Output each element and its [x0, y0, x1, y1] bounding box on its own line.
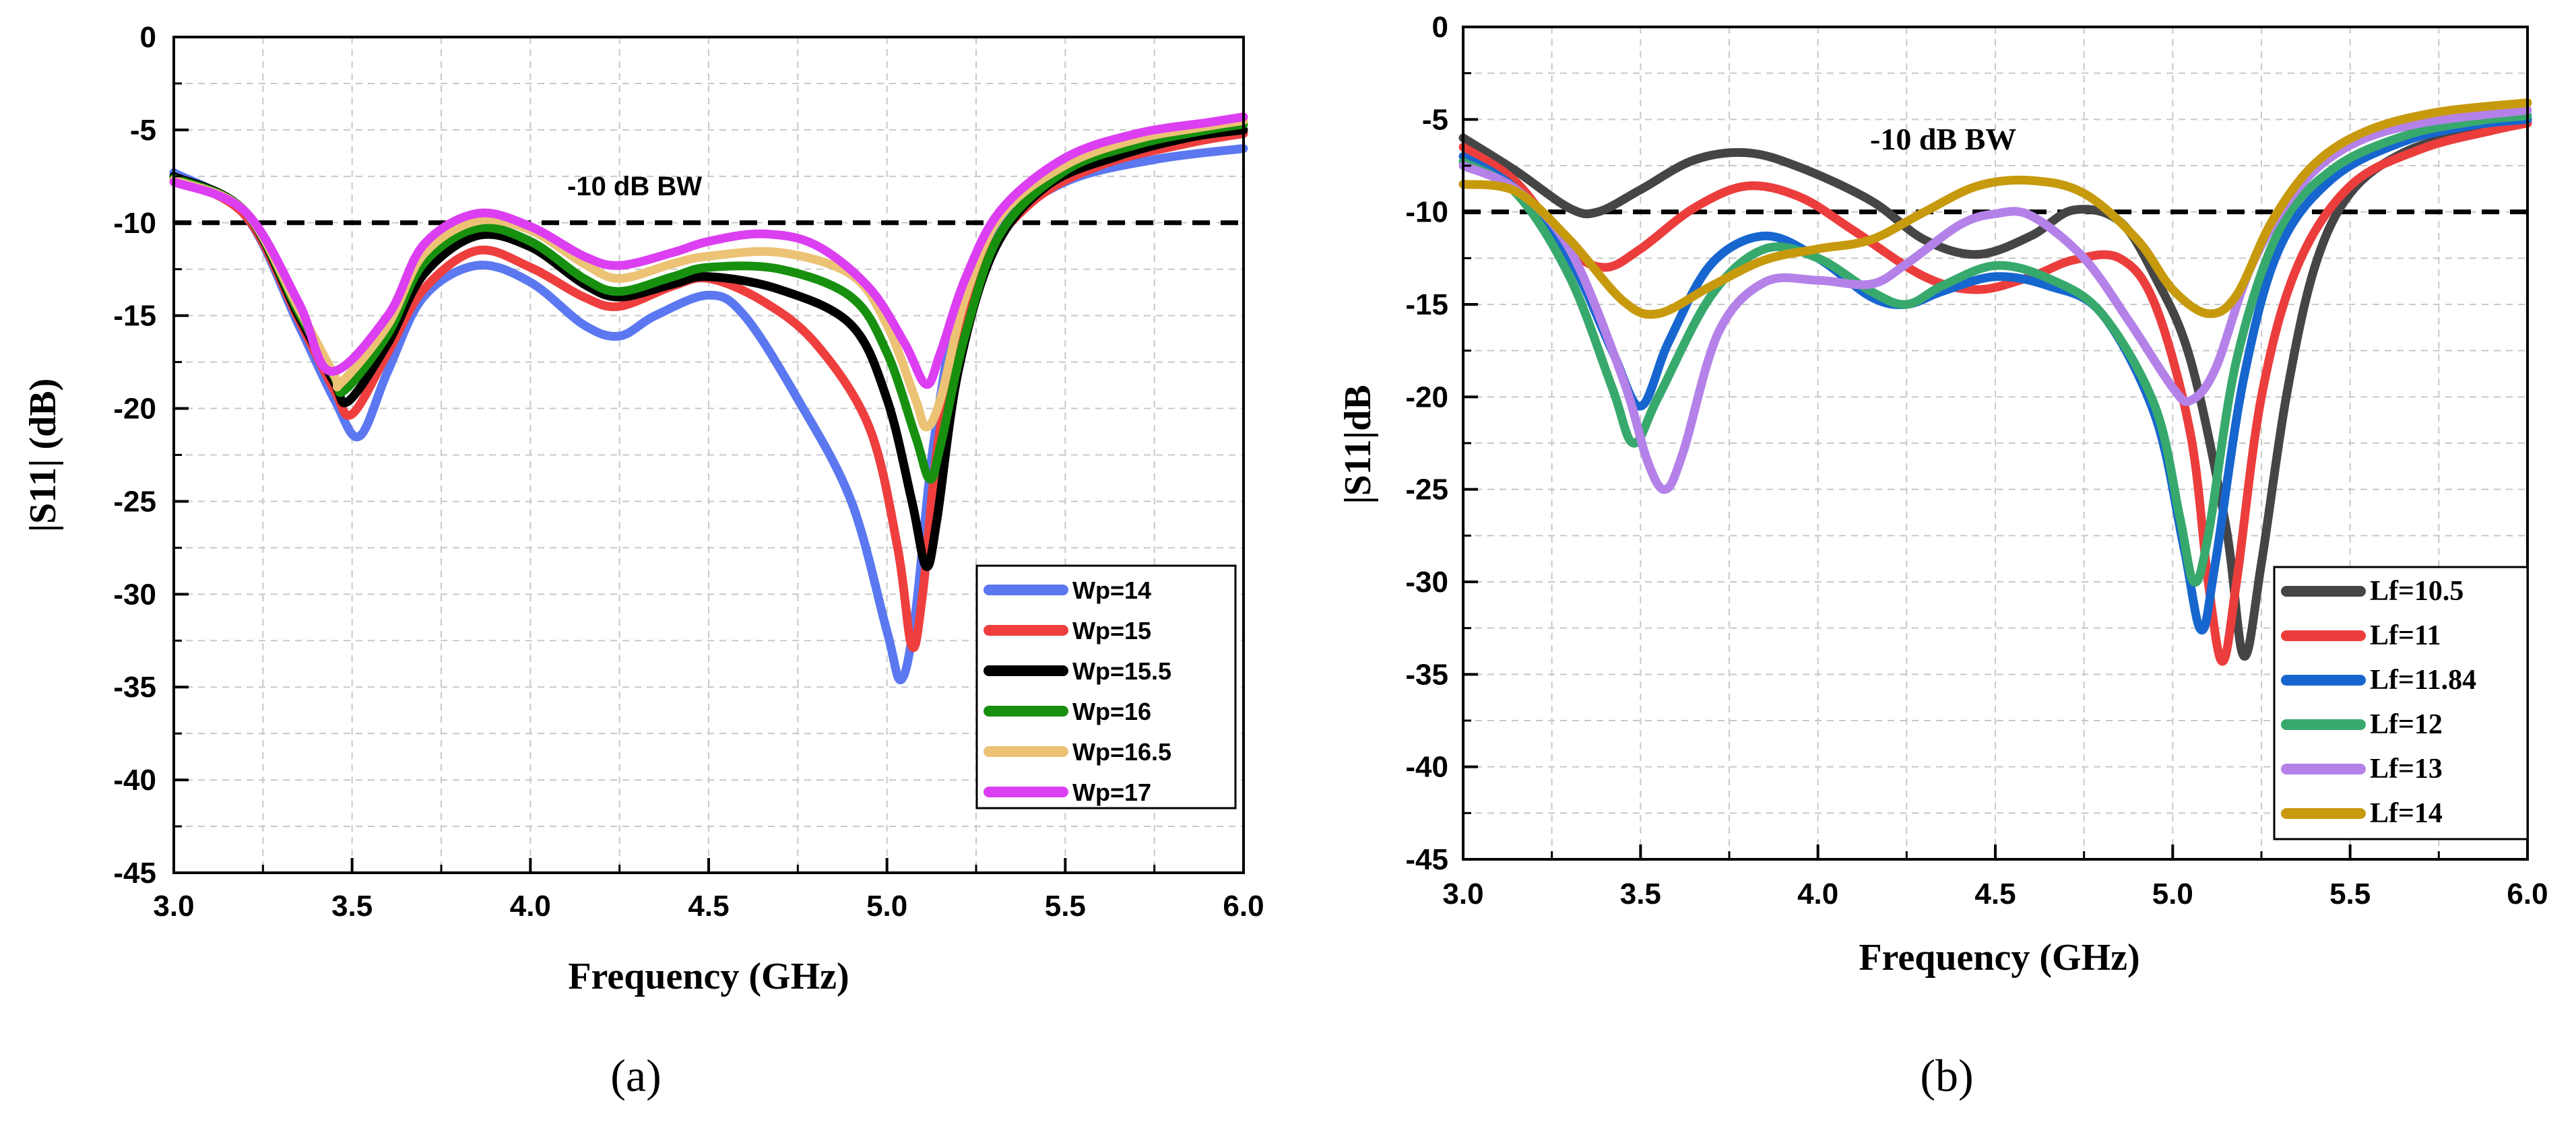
- x-axis: 3.0 3.5 4.0 4.5 5.0 5.5 6.0: [153, 858, 1264, 923]
- y-tick-label: -30: [1405, 566, 1448, 599]
- series-group: [169, 112, 1248, 685]
- x-axis-title: Frequency (GHz): [568, 956, 849, 997]
- y-tick-label: -10: [1405, 196, 1448, 229]
- series-line-lf-14: [1458, 98, 2532, 319]
- x-tick-label: 4.5: [688, 890, 729, 923]
- x-tick-label: 5.5: [2329, 877, 2371, 910]
- series-line-wp-17: [169, 112, 1248, 389]
- x-tick-label: 5.0: [866, 890, 907, 923]
- y-tick-label: -20: [113, 393, 156, 426]
- y-tick-label: -40: [1405, 751, 1448, 784]
- y-tick-label: -15: [1405, 288, 1448, 321]
- legend-entry-label: Wp=16: [1072, 698, 1151, 725]
- x-tick-label: 3.5: [331, 890, 373, 923]
- y-tick-label: -5: [130, 114, 156, 147]
- series-group: [1458, 98, 2532, 666]
- y-tick-label: -45: [113, 857, 156, 890]
- y-tick-label: 0: [1432, 11, 1448, 44]
- y-axis: 0 -5 -10 -15 -20 -25 -30 -35 -40 -45: [113, 21, 189, 890]
- legend-entry-label: Wp=14: [1072, 576, 1151, 604]
- x-axis-title: Frequency (GHz): [1859, 937, 2139, 979]
- series-line-wp-16: [169, 120, 1248, 484]
- y-tick-label: -25: [113, 485, 156, 518]
- x-tick-label: 3.0: [1442, 877, 1483, 910]
- legend: Lf=10.5 Lf=11 Lf=11.84 Lf=12 Lf=13 Lf=14: [2273, 566, 2529, 840]
- legend-entry-label: Wp=15.5: [1072, 657, 1171, 685]
- x-tick-label: 4.0: [510, 890, 551, 923]
- legend-box: [2273, 566, 2529, 840]
- y-tick-label: 0: [140, 21, 156, 54]
- reference-line-label: -10 dB BW: [1870, 122, 2016, 156]
- legend-entry-label: Lf=11.84: [2370, 665, 2476, 696]
- series-line-lf-11-84: [1458, 114, 2532, 635]
- y-axis: 0 -5 -10 -15 -20 -25 -30 -35 -40 -45: [1405, 11, 1478, 876]
- legend-entry-label: Lf=14: [2370, 798, 2443, 829]
- y-tick-label: -15: [113, 300, 156, 333]
- x-tick-label: 5.0: [2152, 877, 2193, 910]
- x-tick-label: 4.0: [1797, 877, 1838, 910]
- legend-entry-label: Wp=15: [1072, 617, 1151, 644]
- y-tick-label: -5: [1422, 103, 1448, 136]
- y-tick-label: -45: [1405, 843, 1448, 876]
- legend-entry-label: Wp=17: [1072, 779, 1151, 806]
- y-tick-label: -35: [113, 671, 156, 704]
- y-axis-title: |S11|dB: [1337, 385, 1379, 504]
- y-axis-title: |S11| (dB): [22, 378, 64, 533]
- x-tick-label: 6.0: [1223, 890, 1264, 923]
- y-tick-label: -25: [1405, 473, 1448, 506]
- legend-entry-label: Lf=11: [2370, 620, 2441, 651]
- panel-caption: (a): [610, 1050, 661, 1101]
- chart-panel-b: -10 dB BW 3.0 3.5 4.0 4.5 5.0 5.5 6.0 0 -5 -10 -15 -…: [1337, 11, 2548, 1101]
- x-axis: 3.0 3.5 4.0 4.5 5.0 5.5 6.0: [1442, 844, 2548, 910]
- series-line-lf-12: [1458, 111, 2532, 587]
- x-tick-label: 3.5: [1620, 877, 1661, 910]
- legend: Wp=14 Wp=15 Wp=15.5 Wp=16 Wp=16.5 Wp=17: [975, 564, 1237, 809]
- x-tick-label: 3.0: [153, 890, 194, 923]
- x-tick-label: 5.5: [1045, 890, 1086, 923]
- series-line-lf-11: [1458, 119, 2532, 666]
- y-tick-label: -20: [1405, 380, 1448, 413]
- legend-entry-label: Lf=10.5: [2370, 576, 2464, 607]
- panel-caption: (b): [1920, 1050, 1973, 1101]
- legend-box: [975, 564, 1237, 809]
- legend-entry-label: Lf=13: [2370, 754, 2443, 785]
- y-tick-label: -30: [113, 578, 156, 611]
- x-tick-label: 6.0: [2507, 877, 2548, 910]
- chart-panel-a: -10 dB BW 3.0 3.5 4.0 4.5 5.0 5.5 6.0 0 -5 -10 -15 -…: [22, 21, 1264, 1101]
- legend-entry-label: Wp=16.5: [1072, 738, 1171, 766]
- x-tick-label: 4.5: [1974, 877, 2016, 910]
- reference-line-label: -10 dB BW: [567, 172, 702, 201]
- y-tick-label: -35: [1405, 658, 1448, 691]
- y-tick-label: -40: [113, 764, 156, 797]
- y-tick-label: -10: [113, 207, 156, 240]
- legend-entry-label: Lf=12: [2370, 709, 2443, 740]
